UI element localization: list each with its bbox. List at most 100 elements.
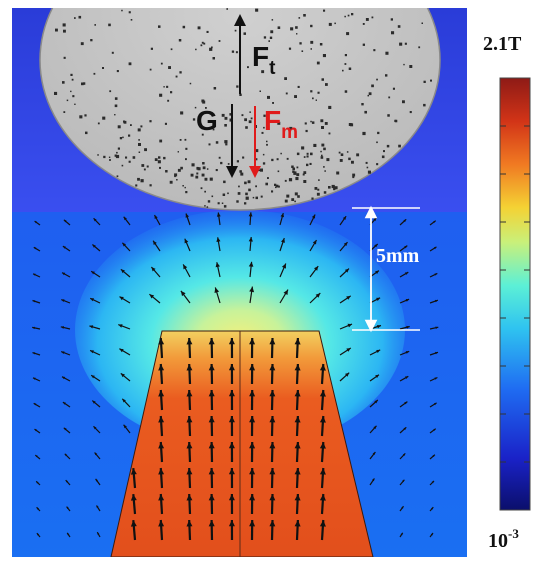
- field-arrowhead: [228, 442, 235, 449]
- field-arrowhead: [61, 351, 65, 354]
- field-arrowhead: [249, 390, 256, 397]
- particle-dot: [263, 36, 267, 39]
- field-arrowhead: [208, 390, 215, 397]
- field-arrowhead: [319, 494, 326, 501]
- particle-dot: [418, 46, 421, 49]
- particle-dot: [239, 93, 242, 96]
- particle-dot: [213, 87, 217, 90]
- particle-dot: [288, 178, 293, 182]
- field-arrowhead: [35, 455, 38, 458]
- field-arrowhead: [294, 390, 301, 397]
- particle-dot: [236, 200, 239, 203]
- particle-dot: [339, 159, 343, 162]
- particle-dot: [362, 43, 365, 46]
- particle-dot: [303, 156, 306, 158]
- field-arrowhead: [403, 219, 407, 223]
- particle-dot: [346, 32, 350, 36]
- particle-dot: [249, 111, 251, 113]
- particle-dot: [291, 198, 295, 201]
- particle-dot: [326, 158, 330, 162]
- particle-dot: [385, 74, 388, 77]
- particle-dot: [333, 187, 336, 191]
- particle-dot: [115, 154, 120, 159]
- field-arrowhead: [248, 261, 254, 267]
- particle-dot: [403, 63, 405, 66]
- particle-dot: [260, 195, 263, 198]
- particle-dot: [224, 116, 228, 120]
- particle-dot: [63, 111, 66, 113]
- particle-dot: [223, 180, 226, 184]
- particle-dot: [323, 191, 327, 194]
- particle-dot: [328, 132, 331, 135]
- particle-dot: [159, 166, 161, 169]
- particle-dot: [392, 87, 395, 90]
- particle-dot: [185, 158, 187, 161]
- particle-dot: [338, 151, 341, 154]
- particle-dot: [175, 75, 178, 78]
- particle-dot: [323, 9, 326, 12]
- field-arrowhead: [433, 220, 436, 223]
- field-arrowhead: [294, 468, 301, 475]
- particle-dot: [81, 82, 84, 86]
- field-arrowhead: [36, 481, 39, 484]
- field-arrowhead: [91, 271, 95, 275]
- particle-dot: [259, 90, 261, 92]
- field-arrowhead: [228, 390, 235, 397]
- particle-dot: [189, 82, 192, 85]
- field-arrowhead: [33, 377, 36, 380]
- field-arrowhead: [158, 416, 165, 423]
- field-arrowhead: [208, 338, 215, 345]
- particle-dot: [82, 82, 86, 85]
- particle-dot: [286, 157, 289, 160]
- ft-label: Ft: [252, 41, 276, 79]
- field-arrowhead: [294, 442, 301, 449]
- field-arrowhead: [90, 298, 94, 302]
- field-arrowhead: [63, 219, 67, 223]
- particle-dot: [121, 164, 124, 167]
- field-arrowhead: [312, 240, 317, 245]
- particle-dot: [376, 163, 379, 166]
- particle-dot: [255, 8, 259, 12]
- particle-dot: [158, 25, 161, 28]
- particle-dot: [123, 120, 126, 123]
- field-arrowhead: [269, 468, 276, 475]
- particle-dot: [296, 173, 300, 177]
- field-arrowhead: [215, 262, 220, 268]
- particle-dot: [344, 63, 347, 65]
- particle-dot: [143, 168, 146, 171]
- particle-dot: [202, 166, 206, 170]
- particle-dot: [371, 16, 374, 19]
- particle-dot: [268, 40, 270, 42]
- particle-dot: [373, 49, 376, 52]
- particle-dot: [116, 151, 118, 154]
- particle-dot: [176, 179, 178, 181]
- particle-dot: [221, 113, 225, 117]
- field-arrowhead: [120, 269, 125, 274]
- particle-dot: [128, 160, 131, 163]
- particle-dot: [166, 85, 169, 88]
- particle-dot: [309, 162, 312, 165]
- field-arrowhead: [130, 494, 137, 501]
- particle-dot: [109, 90, 112, 93]
- magnet: [110, 330, 374, 557]
- particle-dot: [247, 180, 251, 184]
- particle-dot: [197, 26, 201, 30]
- particle-dot: [397, 25, 401, 28]
- particle-dot: [352, 173, 356, 177]
- particle-dot: [317, 188, 320, 191]
- field-arrowhead: [432, 454, 435, 457]
- particle-dot: [398, 144, 401, 148]
- field-arrowhead: [63, 427, 67, 431]
- field-arrowhead: [186, 338, 193, 345]
- field-arrowhead: [374, 400, 378, 404]
- field-arrowhead: [208, 416, 215, 423]
- particle-dot: [227, 192, 229, 195]
- particle-dot: [367, 170, 371, 174]
- particle-dot: [344, 54, 347, 57]
- particle-dot: [245, 196, 249, 200]
- particle-dot: [223, 205, 227, 208]
- particle-dot: [252, 196, 255, 199]
- field-arrowhead: [158, 520, 165, 527]
- particle-dot: [137, 177, 140, 181]
